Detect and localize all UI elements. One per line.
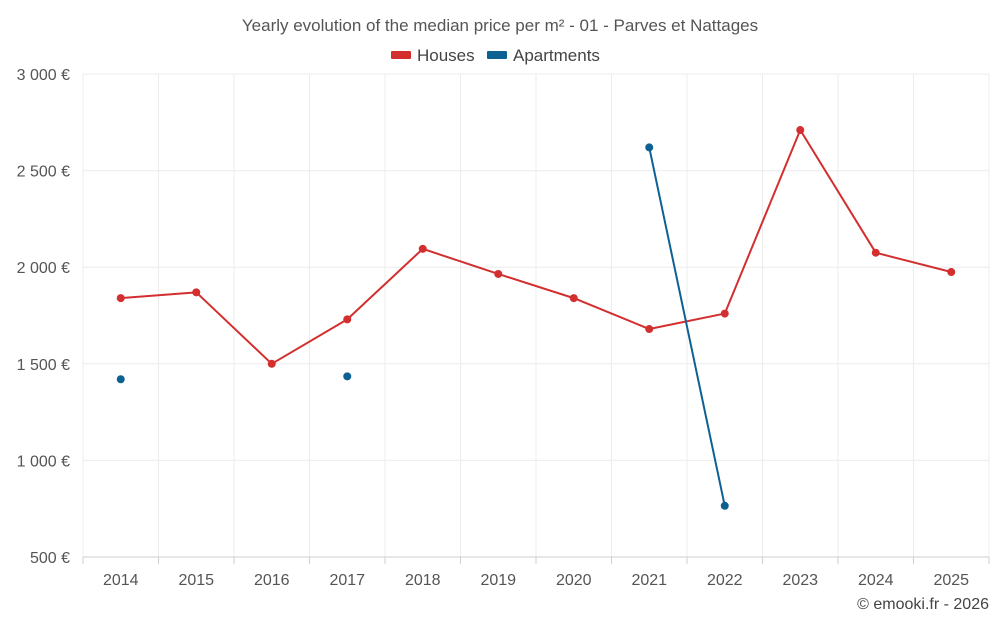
houses-point (343, 315, 352, 324)
x-tick-label: 2017 (329, 572, 365, 589)
x-tick-label: 2018 (405, 572, 441, 589)
houses-point (569, 294, 578, 303)
y-tick-label: 1 500 € (17, 357, 70, 374)
x-tick-label: 2023 (782, 572, 818, 589)
houses-point (645, 325, 654, 334)
apartments-line (648, 147, 726, 507)
axes: 500 € 1 000 € 1 500 € 2 000 € 2 500 € 3 000 €… (17, 67, 990, 589)
legend-swatch-houses (391, 51, 411, 59)
x-tick-label: 2024 (858, 572, 894, 589)
x-tick-label: 2022 (707, 572, 743, 589)
houses-point (871, 248, 880, 257)
y-tick-label: 2 000 € (17, 260, 70, 277)
y-tick-label: 500 € (30, 550, 70, 567)
x-tick-label: 2015 (178, 572, 214, 589)
houses-point (796, 126, 805, 135)
x-tick-label: 2019 (480, 572, 516, 589)
grid (82, 73, 990, 557)
x-tick-label: 2021 (631, 572, 667, 589)
houses-point (418, 244, 427, 253)
apartments-point (645, 143, 654, 152)
x-tick-label: 2025 (933, 572, 969, 589)
houses-point (947, 268, 956, 277)
houses-point (192, 288, 201, 297)
apartments-point (720, 501, 729, 510)
houses-point (267, 359, 276, 368)
apartments-point (116, 375, 125, 384)
apartments-point (343, 372, 352, 381)
legend-swatch-apartments (487, 51, 507, 59)
x-tick-label: 2020 (556, 572, 592, 589)
credit-text: © emooki.fr - 2026 (857, 596, 989, 613)
y-tick-label: 3 000 € (17, 67, 70, 84)
series-apartments (116, 143, 729, 510)
chart-title: Yearly evolution of the median price per… (242, 16, 758, 35)
x-tick-label: 2016 (254, 572, 290, 589)
legend: Houses Apartments (391, 46, 600, 65)
legend-label-apartments: Apartments (513, 46, 600, 65)
houses-point (720, 309, 729, 318)
y-tick-label: 2 500 € (17, 164, 70, 181)
series-houses (116, 126, 956, 368)
houses-point (116, 294, 125, 303)
houses-point (494, 269, 503, 278)
y-tick-label: 1 000 € (17, 453, 70, 470)
houses-line (120, 129, 952, 365)
series (116, 126, 956, 510)
x-tick-label: 2014 (103, 572, 139, 589)
legend-label-houses: Houses (417, 46, 475, 65)
